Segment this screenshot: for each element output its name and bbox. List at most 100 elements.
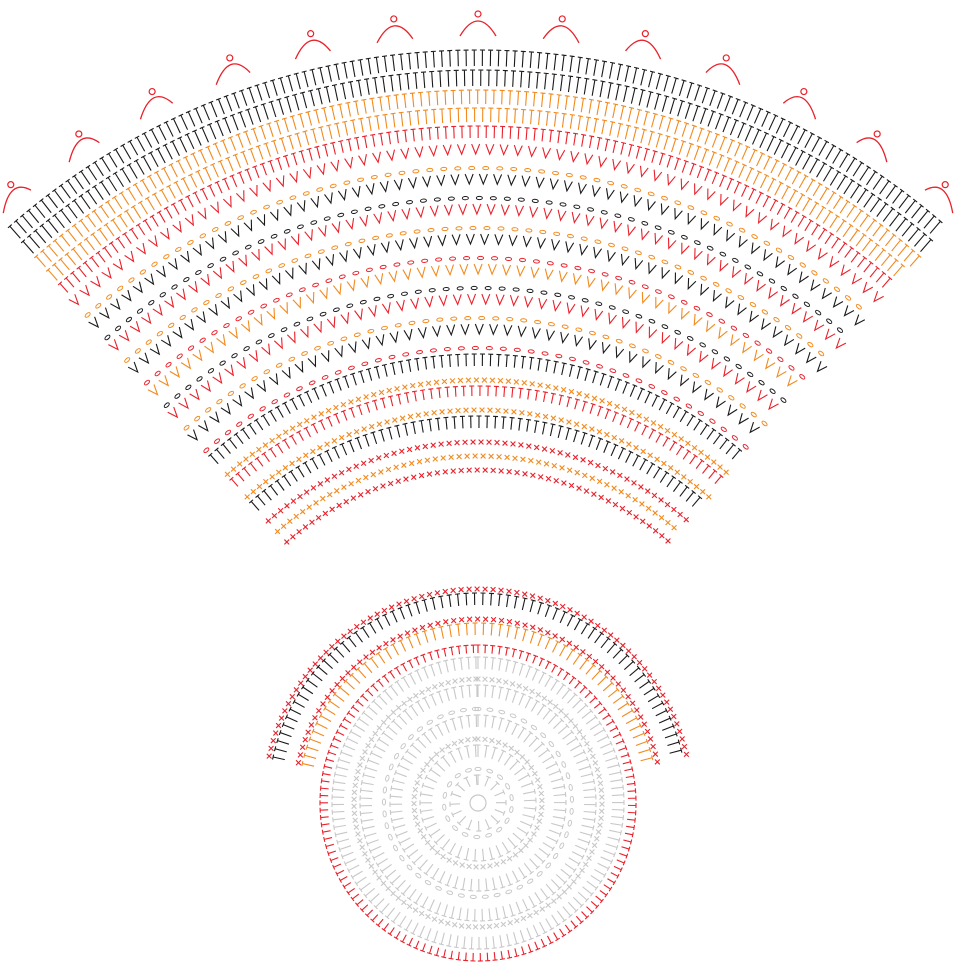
stitch-ch [750,411,757,418]
stitch-dc [832,147,844,164]
stitch-v [719,259,729,272]
stitch-dc [491,715,497,729]
stitch-sc [304,417,310,424]
stitch-ch [174,393,181,399]
stitch-dc [372,852,385,861]
stitch-dc [488,847,495,861]
stitch-sc [482,616,489,622]
stitch-dc [273,746,287,753]
stitch-dc [547,712,559,725]
stitch-dc [231,91,240,109]
stitch-sc [331,473,338,480]
stitch-dc [538,671,547,684]
stitch-dc [76,265,87,278]
stitch-dc [329,742,339,749]
stitch-dc [634,420,642,432]
stitch-dc [428,828,441,839]
stitch-dc [321,770,331,777]
stitch-ch [497,774,504,780]
stitch-dc [20,239,34,254]
stitch-dc [548,829,562,837]
stitch-sc [393,464,399,471]
stitch-ch [278,263,286,268]
stitch-v [687,212,697,226]
stitch-dc [117,213,128,228]
stitch-dc [442,720,450,733]
stitch-ch [265,268,273,274]
stitch-sc [458,467,464,474]
stitch-dc [629,665,641,677]
stitch-sc [580,649,586,655]
stitch-sc [336,502,342,509]
stitch-dc [521,108,527,124]
stitch-dc [545,918,555,931]
stitch-dc [584,368,591,381]
stitch-ch [293,321,301,327]
stitch-v [407,177,417,190]
stitch-v [629,351,638,364]
stitch-v [854,314,866,326]
stitch-v [607,250,616,263]
stitch-v [832,296,844,309]
stitch-ch [211,330,218,336]
stitch-sc [604,481,610,488]
stitch-dc [604,408,612,420]
stitch-dc [102,245,113,258]
stitch-v [634,257,644,271]
stitch-ch [442,791,448,799]
stitch-ch [845,295,852,301]
stitch-sc [340,401,347,408]
stitch-dc [607,375,615,389]
scallop [139,96,174,120]
stitch-dc [719,135,728,151]
stitch-ch [641,221,649,226]
stitch-sc [651,678,658,685]
stitch-ch [509,794,514,802]
stitch-v [626,162,635,175]
stitch-v [300,326,309,339]
stitch-ch [553,231,561,236]
stitch-sc [552,633,558,639]
stitch-dc [337,756,351,764]
stitch-sc [394,385,400,392]
stitch-dc [463,107,469,123]
stitch-v [305,291,315,305]
stitch-dc [376,736,390,747]
stitch-dc [71,174,84,190]
stitch-ch [475,195,483,201]
stitch-sc [303,489,310,495]
stitch-v [816,361,828,373]
stitch-dc [527,944,534,954]
stitch-dc [361,710,374,721]
stitch-dc [537,110,543,125]
stitch-ch [384,822,390,830]
stitch-dc [124,209,135,224]
stitch-sc [296,456,302,463]
stitch-sc [438,681,445,688]
stitch-dc [533,741,545,753]
stitch-dc [575,915,584,925]
stitch-dc [766,135,777,152]
stitch-ch [270,233,278,239]
stitch-sc [447,408,453,414]
stitch-dc [525,652,532,662]
stitch-sc [280,523,287,530]
stitch-ch [580,236,588,241]
stitch-ch [697,410,704,417]
stitch-sc [482,586,488,592]
stitch-dc [487,908,493,922]
stitch-sc [353,775,360,782]
stitch-v [394,239,404,252]
stitch-dc [903,248,916,262]
stitch-dc [340,409,348,421]
stitch-dc [208,100,218,118]
stitch-sc [311,414,317,421]
stitch-sc [416,458,423,465]
stitch-ch [601,272,609,277]
stitch-dc [618,653,630,665]
stitch-v [442,144,452,157]
stitch-dc [90,232,102,246]
stitch-sc [611,485,617,491]
stitch-dc [302,460,312,474]
stitch-dc [602,712,612,720]
